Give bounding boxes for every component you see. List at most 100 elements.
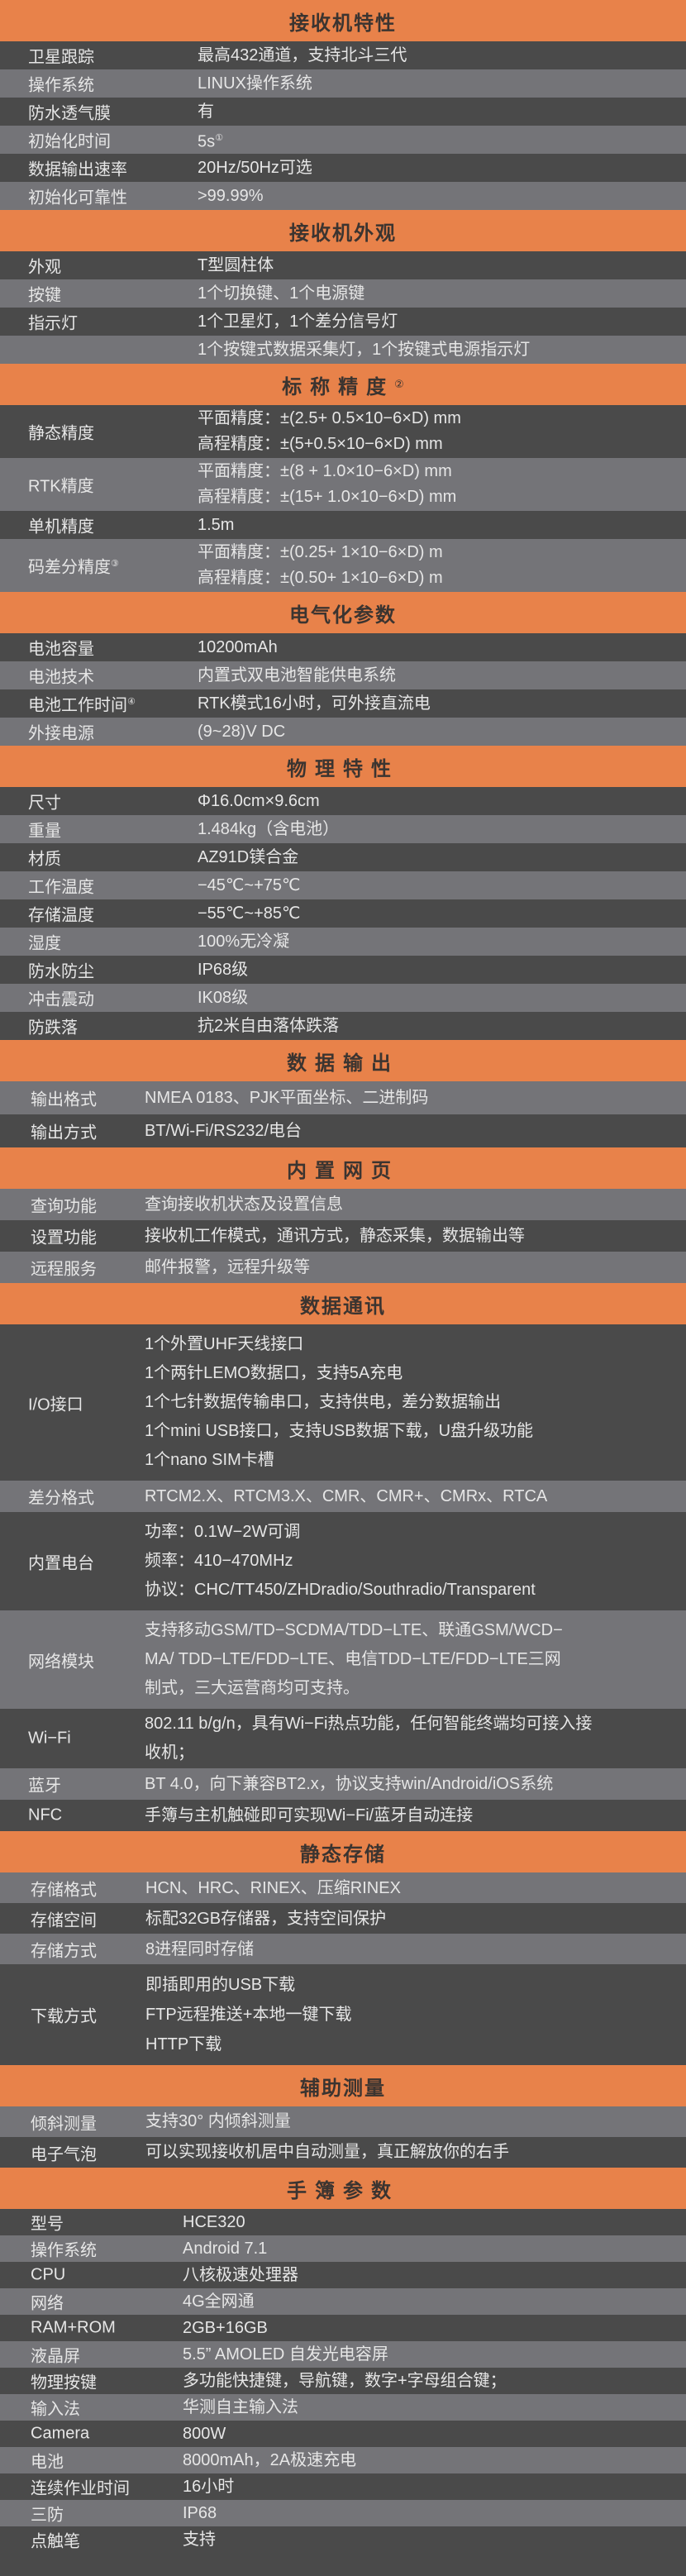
spec-value: >99.99% bbox=[198, 182, 264, 210]
section-header: 静态存储 bbox=[0, 1831, 686, 1872]
spec-label-text: Wi−Fi bbox=[28, 1729, 71, 1748]
spec-value-text: 手簿与主机触碰即可实现Wi−Fi/蓝牙自动连接 bbox=[145, 1806, 474, 1825]
section-title: 手簿参数 bbox=[287, 2179, 399, 2202]
spec-row: 初始化可靠性 >99.99% bbox=[0, 182, 686, 210]
spec-value-text: 最高432通道，支持北斗三代 bbox=[198, 46, 407, 64]
spec-label-text: 物理按键 bbox=[31, 2373, 97, 2392]
spec-value-text: 2GB+16GB bbox=[183, 2319, 268, 2337]
spec-label-text: 工作温度 bbox=[28, 878, 94, 897]
spec-value-text: 支持30° 内倾斜测量 bbox=[145, 2112, 291, 2130]
spec-label: 差分格式 bbox=[28, 1485, 94, 1509]
spec-row: 操作系统 LINUX操作系统 bbox=[0, 69, 686, 98]
section-header: 标称精度 ② bbox=[0, 364, 686, 405]
spec-value-line: 协议：CHC/TT450/ZHDradio/Southradio/Transpa… bbox=[145, 1576, 536, 1605]
spec-label: 输出格式 bbox=[31, 1086, 97, 1110]
spec-value-line: BT/Wi-Fi/RS232/电台 bbox=[145, 1114, 302, 1147]
spec-value-line: 1个七针数据传输串口，支持供电，差分数据输出 bbox=[145, 1388, 533, 1417]
spec-value-line: 手簿与主机触碰即可实现Wi−Fi/蓝牙自动连接 bbox=[145, 1801, 473, 1830]
spec-row: 存储温度 −55℃~+85℃ bbox=[0, 899, 686, 928]
spec-row: RAM+ROM 2GB+16GB bbox=[0, 2315, 686, 2341]
spec-label-text: RAM+ROM bbox=[31, 2318, 116, 2337]
spec-label-text: NFC bbox=[28, 1806, 63, 1825]
section-header: 接收机特性 bbox=[0, 0, 686, 41]
section-header: 手簿参数 bbox=[0, 2168, 686, 2209]
spec-label: 材质 bbox=[28, 846, 61, 870]
spec-label-text: 电池技术 bbox=[28, 668, 94, 687]
spec-value-text: 8000mAh，2A极速充电 bbox=[183, 2451, 357, 2469]
spec-value: HCN、HRC、RINEX、压缩RINEX bbox=[145, 1873, 401, 1903]
spec-value-line: 华测自主输入法 bbox=[183, 2394, 298, 2421]
spec-value-text: 平面精度：±(8 + 1.0×10−6×D) mm bbox=[198, 462, 452, 480]
spec-row: I/O接口 1个外置UHF天线接口 1个两针LEMO数据口，支持5A充电 1个七针数据… bbox=[0, 1324, 686, 1481]
spec-value-line: FTP远程推送+本地一键下载 bbox=[145, 2000, 351, 2030]
spec-label: I/O接口 bbox=[28, 1391, 83, 1414]
spec-value-line: 5s① bbox=[198, 124, 223, 156]
spec-value-text: BT 4.0，向下兼容BT2.x，协议支持win/Android/iOS系统 bbox=[145, 1774, 554, 1793]
spec-label: 液晶屏 bbox=[31, 2343, 80, 2367]
section-auxiliary-measurement: 辅助测量 倾斜测量 支持30° 内倾斜测量 电子气泡 可以实现接收机居中自动测量，真正解… bbox=[0, 2065, 686, 2168]
spec-value: −45℃~+75℃ bbox=[198, 871, 300, 899]
spec-row: 网络 4G全网通 bbox=[0, 2288, 686, 2315]
spec-label-text: 静态精度 bbox=[28, 424, 94, 443]
spec-label-text: 防跌落 bbox=[28, 1018, 78, 1038]
spec-label: 电池容量 bbox=[28, 636, 94, 660]
spec-label: Wi−Fi bbox=[28, 1729, 71, 1748]
spec-value-text: IP68 bbox=[183, 2504, 217, 2522]
spec-label: 按键 bbox=[28, 282, 61, 306]
spec-value: 最高432通道，支持北斗三代 bbox=[198, 41, 407, 69]
spec-value-line: 制式，三大运营商均可支持。 bbox=[145, 1674, 563, 1703]
spec-value-line: 高程精度：±(0.50+ 1×10−6×D) m bbox=[198, 565, 443, 591]
spec-label: 设置功能 bbox=[31, 1224, 97, 1248]
spec-label-text: 存储空间 bbox=[31, 1911, 97, 1930]
spec-value-text: 高程精度：±(5+0.5×10−6×D) mm bbox=[198, 435, 443, 453]
spec-label: 操作系统 bbox=[31, 2237, 97, 2261]
spec-label-text: 远程服务 bbox=[31, 1260, 97, 1279]
spec-value-text: (9~28)V DC bbox=[198, 723, 286, 741]
spec-value-line: >99.99% bbox=[198, 182, 264, 210]
spec-value: IP68 bbox=[183, 2500, 217, 2526]
spec-value: 支持移动GSM/TD−SCDMA/TDD−LTE、联通GSM/WCD− MA/ T… bbox=[145, 1616, 563, 1703]
footnote-marker: ① bbox=[215, 132, 223, 143]
spec-value-text: −55℃~+85℃ bbox=[198, 904, 301, 923]
section-electrical-params: 电气化参数 电池容量 10200mAh 电池技术 内置式双电池智能供电系统 电池工作时间④… bbox=[0, 592, 686, 746]
spec-value-line: HCN、HRC、RINEX、压缩RINEX bbox=[145, 1873, 401, 1903]
footnote-marker: ④ bbox=[127, 696, 136, 707]
spec-value-line: 最高432通道，支持北斗三代 bbox=[198, 41, 407, 69]
spec-value-line: 支持 bbox=[183, 2526, 216, 2553]
spec-label-text: 操作系统 bbox=[31, 2241, 97, 2260]
spec-value-text: 1个两针LEMO数据口，支持5A充电 bbox=[145, 1364, 403, 1382]
spec-label-text: 重量 bbox=[28, 822, 61, 841]
spec-label-text: 电池工作时间 bbox=[28, 696, 127, 715]
spec-row: 电池 8000mAh，2A极速充电 bbox=[0, 2447, 686, 2473]
spec-row: 倾斜测量 支持30° 内倾斜测量 bbox=[0, 2106, 686, 2137]
section-title: 物理特性 bbox=[287, 757, 399, 780]
spec-value: 有 bbox=[198, 98, 214, 126]
spec-value-text: 协议：CHC/TT450/ZHDradio/Southradio/Transpa… bbox=[145, 1581, 536, 1599]
spec-label-text: 材质 bbox=[28, 850, 61, 869]
spec-value-line: RTK模式16小时，可外接直流电 bbox=[198, 689, 431, 718]
spec-row: 卫星跟踪 最高432通道，支持北斗三代 bbox=[0, 41, 686, 69]
spec-label-text: RTK精度 bbox=[28, 477, 94, 496]
spec-value-text: 20Hz/50Hz可选 bbox=[198, 159, 312, 177]
spec-value-text: RTCM2.X、RTCM3.X、CMR、CMR+、CMRx、RTCA bbox=[145, 1486, 548, 1505]
spec-value: 抗2米自由落体跌落 bbox=[198, 1012, 339, 1040]
spec-label: 外接电源 bbox=[28, 720, 94, 744]
spec-row: 防跌落 抗2米自由落体跌落 bbox=[0, 1012, 686, 1040]
spec-value-text: 平面精度：±(2.5+ 0.5×10−6×D) mm bbox=[198, 409, 461, 427]
footnote-marker: ② bbox=[394, 378, 404, 390]
spec-row: 按键 1个切换键、1个电源键 bbox=[0, 279, 686, 308]
spec-row: 电池技术 内置式双电池智能供电系统 bbox=[0, 661, 686, 689]
spec-value: 8进程同时存储 bbox=[145, 1934, 254, 1964]
spec-value-line: NMEA 0183、PJK平面坐标、二进制码 bbox=[145, 1081, 428, 1114]
spec-label: 电池技术 bbox=[28, 664, 94, 688]
spec-value: 5s① bbox=[198, 124, 223, 156]
footnote-marker: ③ bbox=[111, 558, 119, 569]
spec-label: 电池 bbox=[31, 2449, 64, 2473]
spec-value: 5.5” AMOLED 自发光电容屏 bbox=[183, 2341, 388, 2368]
spec-label-text: 电池 bbox=[31, 2453, 64, 2472]
spec-label: 输出方式 bbox=[31, 1119, 97, 1143]
spec-value-line: 即插即用的USB下载 bbox=[145, 1970, 351, 2000]
spec-row: 电子气泡 可以实现接收机居中自动测量，真正解放你的右手 bbox=[0, 2137, 686, 2168]
spec-label: 远程服务 bbox=[31, 1256, 97, 1280]
spec-label: 连续作业时间 bbox=[31, 2475, 130, 2499]
